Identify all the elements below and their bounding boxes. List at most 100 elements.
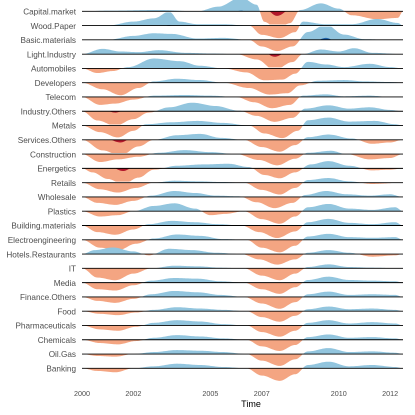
row-label: Basic.materials (20, 36, 76, 45)
row-label: Developers (35, 79, 76, 88)
positive-band (82, 58, 403, 69)
horizon-row: Finance.Others (20, 290, 403, 309)
row-label: Food (57, 307, 76, 316)
negative-band (82, 111, 403, 125)
x-tick-label: 2000 (74, 389, 90, 398)
horizon-row: Capital.market (23, 0, 403, 25)
horizon-row: Wood.Paper (31, 12, 403, 39)
negative-band (82, 154, 403, 166)
positive-band (82, 361, 403, 369)
horizon-row: Banking (46, 361, 403, 381)
row-label: IT (69, 265, 76, 274)
horizon-row: Developers (35, 78, 403, 96)
negative-band (82, 368, 403, 381)
positive-band (82, 48, 403, 55)
negative-band (82, 182, 403, 195)
x-tick-label: 2002 (125, 389, 141, 398)
horizon-row: Wholesale (38, 191, 403, 209)
row-label: Construction (30, 150, 76, 159)
chart-rows: Capital.market Wood.Paper Basic.materials L… (6, 0, 403, 381)
positive-band (82, 117, 403, 126)
horizon-row: Pharmaceuticals (15, 320, 403, 337)
horizon-row: Retails (51, 178, 403, 195)
horizon-row: Food (57, 306, 403, 322)
row-label: Finance.Others (20, 293, 76, 302)
row-label: Industry.Others (21, 107, 76, 116)
negative-band (82, 54, 403, 68)
row-label: Light.Industry (27, 50, 77, 59)
positive-band (82, 191, 403, 197)
row-label: Chemicals (38, 336, 76, 345)
positive-band (82, 12, 403, 26)
row-label: Capital.market (23, 8, 77, 17)
positive-band (82, 102, 403, 112)
row-label: Metals (52, 122, 76, 131)
negative-band (82, 68, 403, 81)
row-label: Energetics (37, 165, 76, 174)
horizon-row: Metals (52, 117, 403, 139)
horizon-row: Basic.materials (20, 26, 403, 52)
x-tick-label: 2005 (202, 389, 218, 398)
horizon-row: Chemicals (38, 334, 403, 351)
horizon-row: Plastics (48, 203, 403, 224)
positive-band (82, 94, 403, 97)
row-label: Building.materials (11, 222, 76, 231)
positive-band (82, 161, 403, 169)
row-label: Retails (51, 179, 76, 188)
horizon-row: Industry.Others (21, 102, 403, 125)
x-tick-label: 2007 (254, 389, 270, 398)
positive-band (82, 150, 403, 155)
positive-band (82, 78, 403, 83)
horizon-row: Construction (30, 150, 403, 166)
positive-band-dark (82, 37, 403, 40)
negative-band (82, 239, 403, 253)
positive-band (82, 348, 403, 355)
horizon-row: Electroengineering (8, 233, 403, 253)
horizon-row: IT (69, 264, 403, 281)
row-label: Oil.Gas (49, 350, 76, 359)
positive-band (82, 178, 403, 183)
row-label: Telecom (46, 93, 77, 102)
negative-band (82, 125, 403, 139)
x-axis: 2000 2002 2005 2007 2010 2012 (74, 389, 398, 398)
row-label: Automobiles (31, 65, 76, 74)
horizon-row: Hotels.Restaurants (6, 247, 403, 265)
negative-band (82, 354, 403, 366)
negative-band (82, 225, 403, 239)
horizon-row: Energetics (37, 161, 403, 182)
positive-band (82, 264, 403, 269)
row-label: Electroengineering (8, 236, 77, 245)
positive-band (82, 306, 403, 312)
horizon-row: Media (54, 276, 403, 294)
negative-band (82, 268, 403, 281)
horizon-row: Services.Others (18, 133, 403, 154)
horizon-row: Light.Industry (27, 48, 403, 68)
positive-band (82, 0, 403, 12)
positive-band (82, 334, 403, 340)
positive-band (82, 203, 403, 212)
row-label: Wood.Paper (31, 22, 77, 31)
positive-band (82, 276, 403, 283)
negative-band (82, 254, 403, 265)
positive-band (82, 290, 403, 297)
negative-band (82, 139, 403, 154)
positive-band (82, 218, 403, 226)
negative-band (82, 11, 403, 25)
positive-band (82, 233, 403, 240)
row-label: Pharmaceuticals (15, 322, 76, 331)
negative-band (82, 196, 403, 209)
positive-band (82, 133, 403, 140)
row-label: Services.Others (18, 136, 76, 145)
x-tick-label: 2012 (382, 389, 398, 398)
horizon-row: Telecom (46, 93, 403, 109)
horizon-row: Automobiles (31, 58, 403, 81)
horizon-row: Building.materials (11, 218, 403, 239)
negative-band (82, 339, 403, 351)
negative-band (82, 311, 403, 322)
row-label: Wholesale (38, 193, 77, 202)
x-tick-label: 2010 (331, 389, 347, 398)
horizon-row: Oil.Gas (49, 348, 403, 366)
negative-band (82, 296, 403, 309)
x-axis-title: Time (241, 399, 261, 409)
